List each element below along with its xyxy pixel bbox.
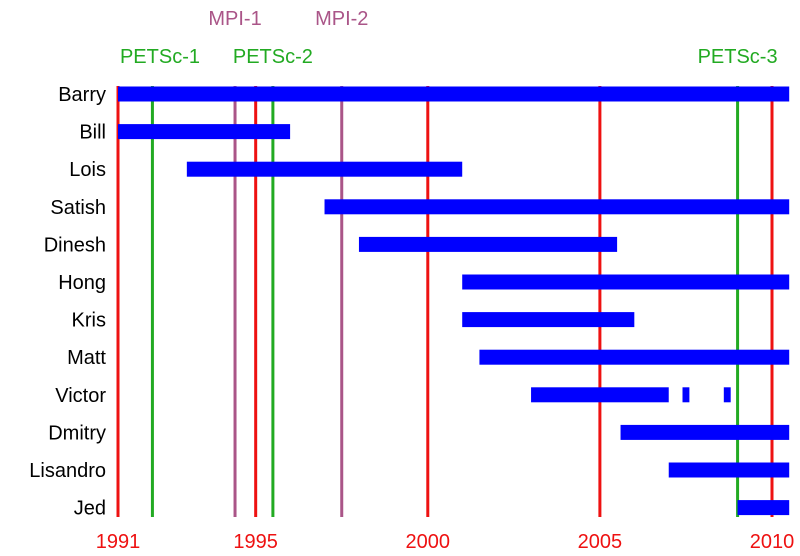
- name-label-jed: Jed: [74, 498, 106, 520]
- bar-victor-3: [723, 387, 731, 403]
- name-label-hong: Hong: [58, 272, 106, 294]
- name-label-matt: Matt: [67, 347, 106, 369]
- event-label-petsc-2: PETSc-2: [233, 46, 313, 68]
- x-tick-1995: 1995: [233, 531, 278, 553]
- name-label-dmitry: Dmitry: [48, 422, 106, 444]
- bar-kris: [462, 312, 635, 328]
- x-tick-labels: 1991 1995 2000 2005 2010: [96, 531, 795, 553]
- bar-bill: [118, 124, 291, 140]
- x-tick-2005: 2005: [578, 531, 623, 553]
- event-label-petsc-3: PETSc-3: [698, 46, 778, 68]
- bar-satish: [324, 199, 790, 215]
- bar-jed: [737, 500, 790, 516]
- bar-lois: [186, 161, 463, 177]
- name-label-satish: Satish: [50, 197, 106, 219]
- bar-dinesh: [358, 236, 618, 252]
- x-tick-2000: 2000: [406, 531, 451, 553]
- name-label-barry: Barry: [58, 84, 106, 106]
- x-tick-1991: 1991: [96, 531, 141, 553]
- event-label-mpi-1: MPI-1: [208, 8, 261, 30]
- event-label-mpi-2: MPI-2: [315, 8, 368, 30]
- reference-lines: [116, 86, 774, 517]
- name-label-lisandro: Lisandro: [29, 460, 106, 482]
- bar-victor-1: [531, 387, 669, 403]
- x-tick-2010: 2010: [750, 531, 795, 553]
- name-label-kris: Kris: [72, 310, 106, 332]
- bar-hong: [462, 274, 790, 290]
- release-labels: PETSc-1 PETSc-2 PETSc-3 MPI-1 MPI-2: [120, 8, 778, 68]
- bar-victor-2: [682, 387, 690, 403]
- bar-lisandro: [668, 462, 790, 478]
- bar-barry: [118, 86, 790, 102]
- name-label-dinesh: Dinesh: [44, 234, 106, 256]
- tenure-bars: [118, 86, 790, 516]
- name-label-lois: Lois: [69, 159, 106, 181]
- name-label-victor: Victor: [55, 385, 106, 407]
- event-label-petsc-1: PETSc-1: [120, 46, 200, 68]
- bar-matt: [479, 349, 790, 365]
- developer-name-labels: Barry Bill Lois Satish Dinesh Hong Kris Matt Vic…: [29, 84, 106, 520]
- name-label-bill: Bill: [79, 122, 106, 144]
- bar-dmitry: [620, 424, 790, 440]
